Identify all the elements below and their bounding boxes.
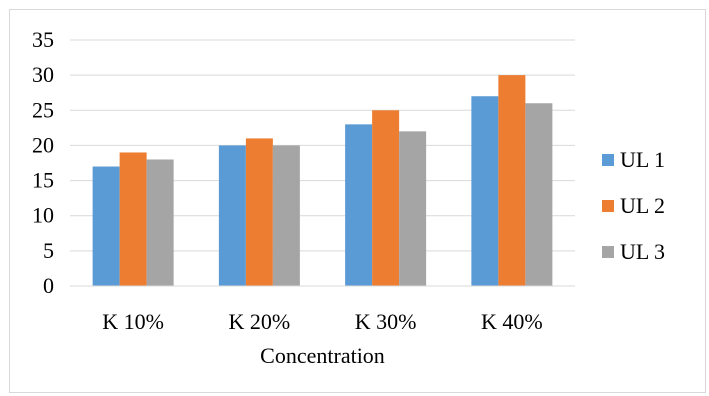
legend-swatch [602, 154, 614, 166]
x-tick-label: K 20% [229, 309, 291, 334]
x-tick-label: K 10% [102, 309, 164, 334]
legend-swatch [602, 200, 614, 212]
x-tick-label: K 30% [355, 309, 417, 334]
bar-ul-2-2 [372, 110, 400, 287]
y-tick-label: 30 [32, 62, 54, 87]
bar-ul-1-3 [471, 96, 499, 286]
y-axis-tick-labels: 0 5 10 15 20 25 30 35 [32, 27, 54, 298]
legend-label: UL 3 [620, 239, 665, 264]
legend: UL 1 UL 2 UL 3 [602, 147, 665, 264]
bar-ul-3-0 [146, 159, 174, 286]
y-tick-label: 15 [32, 168, 54, 193]
bar-ul-1-0 [92, 166, 120, 286]
bar-ul-3-2 [399, 131, 427, 286]
bars [92, 75, 553, 287]
y-tick-label: 5 [43, 238, 54, 263]
bar-ul-2-1 [245, 138, 273, 286]
bar-ul-1-2 [345, 124, 373, 286]
legend-swatch [602, 246, 614, 258]
bar-ul-3-1 [272, 145, 300, 286]
y-tick-label: 10 [32, 203, 54, 228]
x-tick-label: K 40% [481, 309, 543, 334]
legend-label: UL 1 [620, 147, 665, 172]
bar-ul-1-1 [218, 145, 246, 286]
x-axis-tick-labels: K 10% K 20% K 30% K 40% [102, 309, 542, 334]
y-tick-label: 20 [32, 132, 54, 157]
y-tick-label: 0 [43, 273, 54, 298]
legend-label: UL 2 [620, 193, 665, 218]
bar-ul-2-0 [119, 152, 147, 286]
bar-ul-3-3 [525, 103, 553, 286]
y-tick-label: 35 [32, 27, 54, 52]
x-axis-title: Concentration [260, 343, 385, 368]
bar-ul-2-3 [498, 75, 526, 287]
y-tick-label: 25 [32, 97, 54, 122]
